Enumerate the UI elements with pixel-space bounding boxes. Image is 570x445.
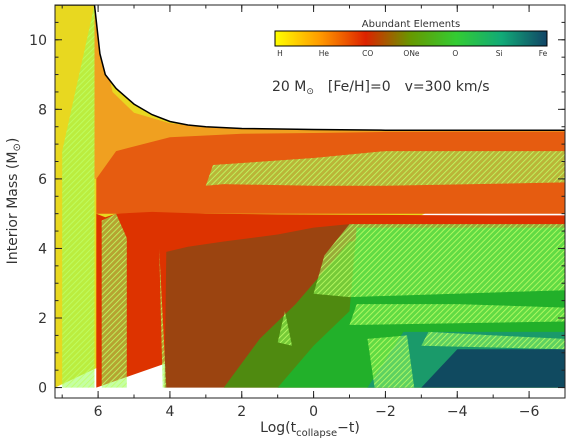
convective-zone-6 xyxy=(277,311,292,346)
x-tick-label: −6 xyxy=(519,404,540,420)
y-tick-label: 0 xyxy=(38,381,47,397)
x-axis-title: Log(tcollapse−t) xyxy=(260,420,360,439)
x-tick-label: −2 xyxy=(375,404,396,420)
x-tick-label: 2 xyxy=(237,404,246,420)
convective-zone-9 xyxy=(421,331,565,350)
y-axis-title: Interior Mass (M⊙) xyxy=(5,138,23,265)
y-tick-label: 8 xyxy=(38,102,47,118)
plot-frame xyxy=(54,4,566,399)
convective-zone-4 xyxy=(205,151,565,186)
legend-entry-fe: Fe xyxy=(539,49,548,58)
y-tick-label: 6 xyxy=(38,172,47,188)
legend-colorbar xyxy=(274,30,548,47)
x-tick-label: 0 xyxy=(309,404,318,420)
legend-entry-co: CO xyxy=(362,49,373,58)
model-annotation: 20 M⊙ [Fe/H]=0 v=300 km/s xyxy=(272,79,490,97)
region-fe xyxy=(421,349,565,388)
x-tick-label: 6 xyxy=(94,404,103,420)
x-tick-label: 4 xyxy=(165,404,174,420)
legend-entry-h: H xyxy=(277,49,283,58)
legend-entry-o: O xyxy=(452,49,458,58)
convective-zone-8 xyxy=(367,335,415,388)
axes: 6 4 2 0 −2 −4 −6 0 2 4 6 8 10 xyxy=(29,4,566,420)
convective-zone-7 xyxy=(349,304,565,325)
legend: Abundant Elements H He CO ONe O Si Fe xyxy=(274,19,548,58)
convective-zone-1 xyxy=(62,5,95,388)
legend-title: Abundant Elements xyxy=(362,19,460,30)
legend-entry-one: ONe xyxy=(403,49,420,58)
legend-entry-he: He xyxy=(319,49,330,58)
legend-entry-si: Si xyxy=(496,49,503,58)
y-tick-label: 2 xyxy=(38,311,47,327)
stellar-surface-line xyxy=(55,5,565,131)
convective-zone-3 xyxy=(159,248,167,388)
convective-zone-5 xyxy=(313,224,565,298)
convective-zones xyxy=(62,5,565,388)
x-tick-label: −4 xyxy=(447,404,468,420)
y-tick-label: 4 xyxy=(38,241,47,257)
y-tick-label: 10 xyxy=(29,33,47,49)
convective-zone-2 xyxy=(101,213,127,388)
